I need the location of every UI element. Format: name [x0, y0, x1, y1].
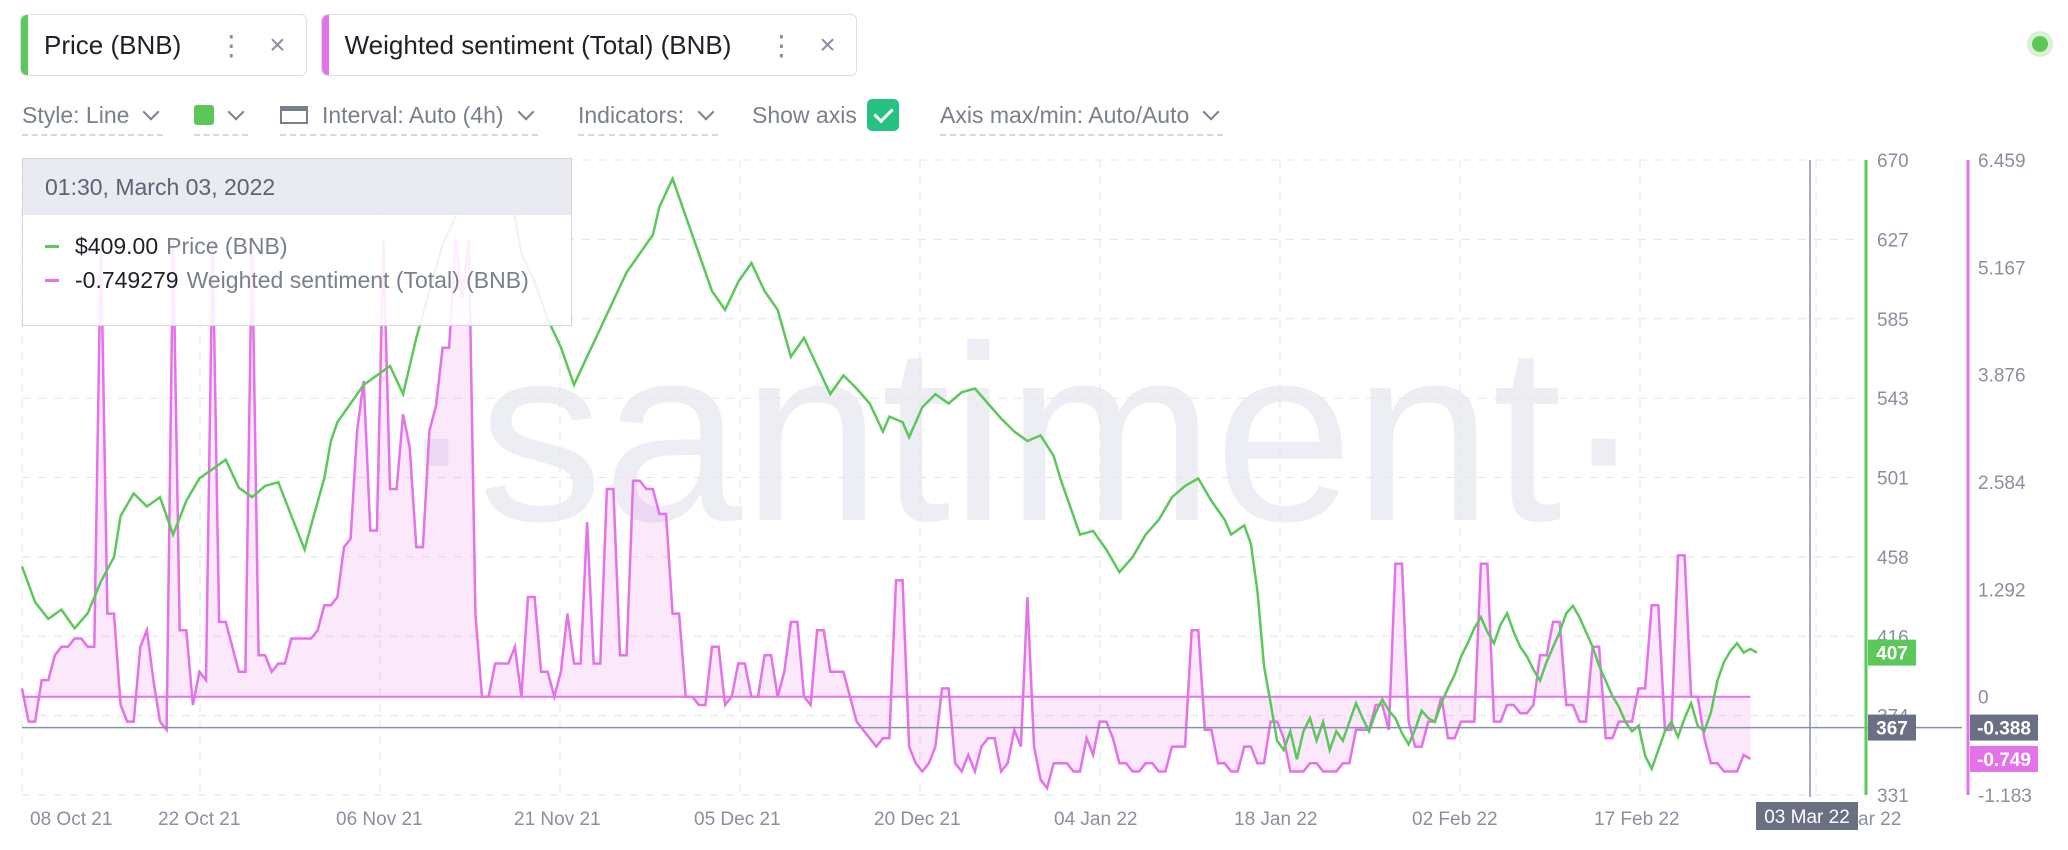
sentiment-axis-tick: 0: [1978, 688, 1989, 709]
price-axis-tick: 585: [1877, 310, 1909, 331]
price-marker: [45, 244, 59, 248]
price-axis-tick: 501: [1877, 469, 1909, 490]
metric-tab-price-label: Price (BNB): [44, 29, 182, 60]
santiment-watermark: ·santiment·: [395, 294, 1645, 573]
tooltip-sentiment-name: Weighted sentiment (Total) (BNB): [186, 266, 529, 293]
tooltip-sentiment-value: -0.749279: [75, 266, 179, 293]
x-axis-tick: 06 Nov 21: [336, 809, 423, 830]
metric-tab-sentiment[interactable]: Weighted sentiment (Total) (BNB) ⋮ ×: [320, 14, 857, 76]
show-axis-checkbox[interactable]: [866, 99, 899, 131]
chart-tooltip: 01:30, March 03, 2022 $409.00 Price (BNB…: [22, 158, 572, 326]
x-axis-tick: 05 Dec 21: [694, 809, 781, 830]
indicators-dropdown[interactable]: Indicators:: [578, 96, 719, 136]
price-current-badge-bg: [1868, 639, 1916, 666]
color-swatch: [194, 105, 214, 125]
sentiment-axis-tick: 1.292: [1978, 580, 2026, 601]
price-crosshair-badge: 367: [1876, 719, 1908, 740]
metric-tab-sentiment-label: Weighted sentiment (Total) (BNB): [344, 29, 732, 60]
x-axis-tick: 20 Dec 21: [874, 809, 961, 830]
sentiment-color-bar: [321, 15, 329, 75]
x-axis-tick: 22 Oct 21: [158, 809, 240, 830]
tooltip-row-sentiment: -0.749279 Weighted sentiment (Total) (BN…: [23, 263, 571, 297]
close-icon[interactable]: ×: [269, 29, 286, 60]
metric-tabs: Price (BNB) ⋮ × Weighted sentiment (Tota…: [20, 14, 857, 76]
x-axis-tick: 04 Jan 22: [1054, 809, 1137, 830]
price-axis-tick: 543: [1877, 389, 1909, 410]
price-color-bar: [21, 15, 28, 75]
color-dropdown[interactable]: [194, 96, 248, 136]
more-options-icon[interactable]: ⋮: [217, 29, 246, 61]
sentiment-area: [22, 239, 1751, 789]
show-axis-toggle[interactable]: Show axis: [752, 96, 899, 134]
tooltip-row-price: $409.00 Price (BNB): [23, 229, 571, 263]
price-axis-tick: 331: [1877, 786, 1909, 807]
price-crosshair-badge-bg: [1868, 714, 1916, 741]
sentiment-axis-tick: 3.876: [1978, 366, 2026, 387]
live-status-dot: [2032, 36, 2048, 52]
x-axis-tick: 18 Jan 22: [1234, 809, 1317, 830]
sentiment-axis-tick: 6.459: [1978, 151, 2026, 172]
sentiment-current-badge: -0.749: [1977, 750, 2031, 771]
sentiment-axis-tick: 2.584: [1978, 473, 2026, 494]
axis-range-label: Axis max/min: Auto/Auto: [940, 101, 1190, 128]
interval-icon: [280, 106, 308, 124]
tooltip-price-name: Price (BNB): [166, 232, 288, 259]
sentiment-crosshair-badge-bg: [1970, 714, 2038, 741]
sentiment-marker: [45, 278, 59, 282]
tooltip-price-value: $409.00: [75, 232, 159, 259]
interval-dropdown[interactable]: Interval: Auto (4h): [280, 96, 538, 136]
tooltip-date: 01:30, March 03, 2022: [23, 159, 571, 215]
more-options-icon[interactable]: ⋮: [767, 29, 796, 61]
interval-label: Interval: Auto (4h): [322, 101, 504, 128]
indicators-label: Indicators:: [578, 101, 685, 128]
axis-range-dropdown[interactable]: Axis max/min: Auto/Auto: [940, 96, 1224, 136]
crosshair-date-badge-bg: [1756, 802, 1858, 830]
price-line: [20, 175, 1758, 772]
style-dropdown[interactable]: Style: Line: [22, 96, 164, 136]
close-icon[interactable]: ×: [819, 29, 836, 60]
style-label: Style: Line: [22, 101, 130, 128]
sentiment-current-badge-bg: [1970, 745, 2038, 772]
metric-tab-price[interactable]: Price (BNB) ⋮ ×: [20, 14, 307, 76]
sentiment-crosshair-badge: -0.388: [1977, 719, 2031, 740]
price-axis-tick: 627: [1877, 230, 1909, 251]
x-axis-tick: 02 Feb 22: [1412, 809, 1498, 830]
sentiment-line: [20, 239, 1751, 791]
sentiment-axis-tick: -1.183: [1978, 786, 2032, 807]
crosshair-date-badge: 03 Mar 22: [1764, 807, 1850, 828]
price-axis-tick: 458: [1877, 548, 1909, 569]
sentiment-axis-tick: 5.167: [1978, 258, 2026, 279]
x-axis-tick: 17 Feb 22: [1594, 809, 1680, 830]
x-axis-tick: ar 22: [1858, 809, 1901, 830]
x-axis-tick: 08 Oct 21: [30, 809, 112, 830]
price-axis-tick: 670: [1877, 151, 1909, 172]
x-axis-tick: 21 Nov 21: [514, 809, 601, 830]
show-axis-label: Show axis: [752, 101, 857, 128]
price-current-badge: 407: [1876, 644, 1908, 665]
